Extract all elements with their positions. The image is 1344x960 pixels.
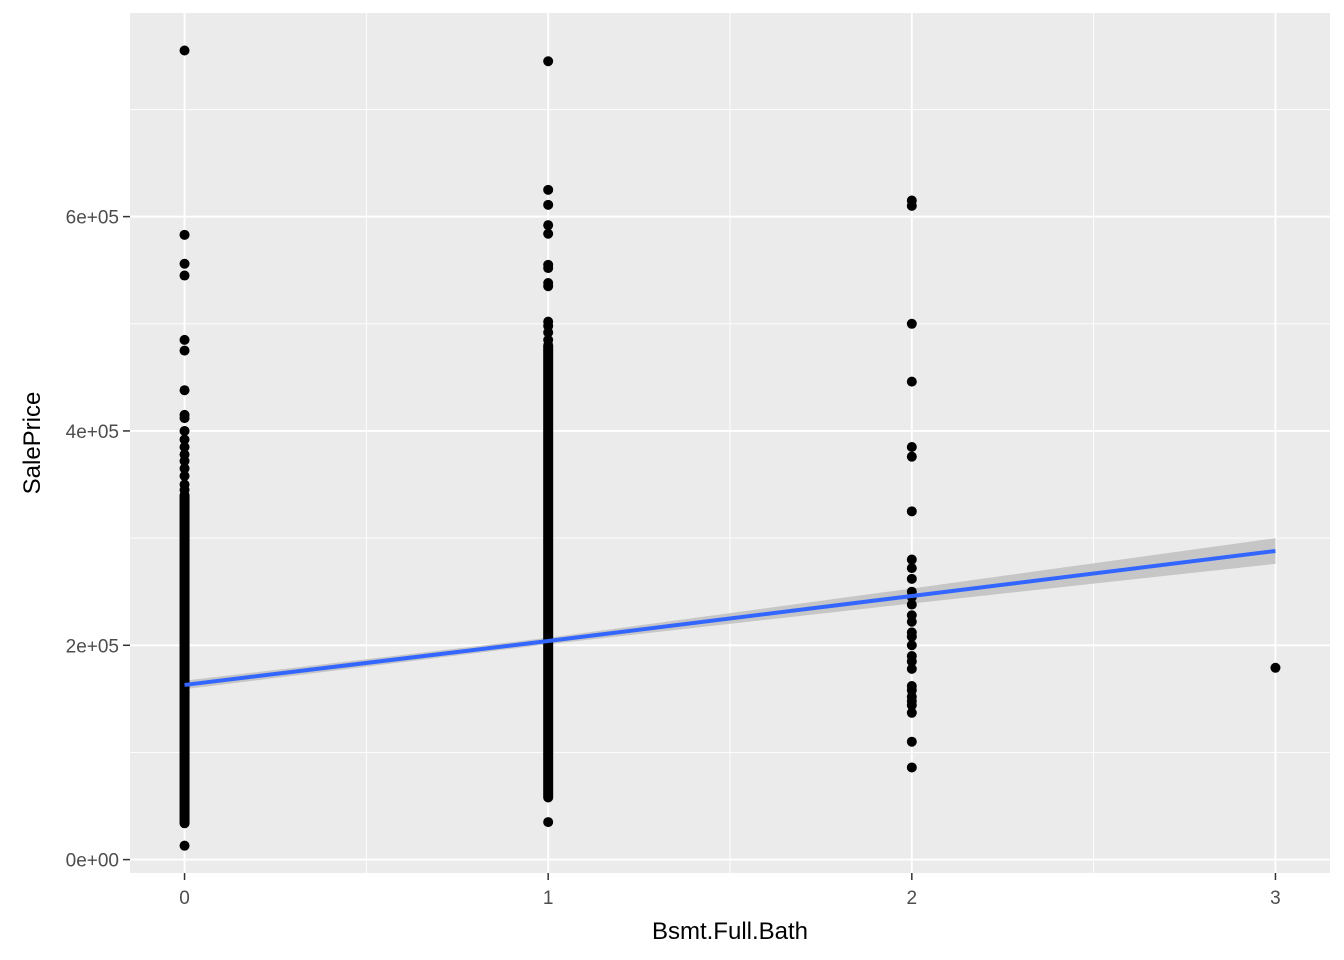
data-point [543,56,554,67]
dense-point-cluster [543,340,554,803]
data-point [179,463,190,474]
data-point [1270,662,1281,673]
x-tick-label: 1 [543,888,554,909]
data-point [906,700,917,711]
data-point [906,736,917,747]
x-axis: 0 1 2 3 [179,873,1281,909]
data-point [543,334,554,345]
dense-point-cluster [179,490,190,829]
data-point [179,258,190,269]
data-point [906,563,917,574]
data-point [906,573,917,584]
data-point [906,707,917,718]
data-point [179,270,190,281]
trend-line-layer [184,548,1276,687]
data-point [179,425,190,436]
data-point [179,818,190,829]
y-tick-label: 4e+05 [66,422,119,443]
trend-line [184,548,1276,687]
y-axis-title: SalePrice [19,392,46,495]
data-point [179,455,190,466]
data-point [906,631,917,642]
y-axis: 0e+00 2e+05 4e+05 6e+05 [66,208,130,872]
data-point [543,817,554,828]
data-point [543,263,554,274]
data-point [906,318,917,329]
minor-gridlines [130,13,1330,873]
data-point [179,840,190,851]
data-point [543,220,554,231]
data-point [543,327,554,338]
data-point [179,345,190,356]
data-point [179,385,190,396]
y-tick-label: 0e+00 [66,851,119,872]
data-point [179,334,190,345]
data-point [906,640,917,651]
x-tick-label: 0 [179,888,190,909]
data-point [906,554,917,565]
x-axis-title: Bsmt.Full.Bath [652,918,808,945]
data-point [906,762,917,773]
data-point [543,228,554,239]
data-point [906,663,917,674]
data-point [906,506,917,517]
data-point [906,616,917,627]
points-layer [179,45,1281,851]
data-point [906,656,917,667]
y-tick-label: 2e+05 [66,636,119,657]
data-point [179,442,190,453]
data-point [179,413,190,424]
data-point [179,484,190,495]
data-point [906,599,917,610]
data-point [179,470,190,481]
y-tick-label: 6e+05 [66,208,119,229]
data-point [179,45,190,56]
data-point [179,434,190,445]
data-point [906,376,917,387]
x-tick-label: 2 [907,888,918,909]
x-tick-label: 3 [1270,888,1281,909]
data-point [906,442,917,453]
data-point [543,281,554,292]
data-point [906,451,917,462]
data-point [543,184,554,195]
data-point [543,199,554,210]
data-point [179,229,190,240]
data-point [906,200,917,211]
